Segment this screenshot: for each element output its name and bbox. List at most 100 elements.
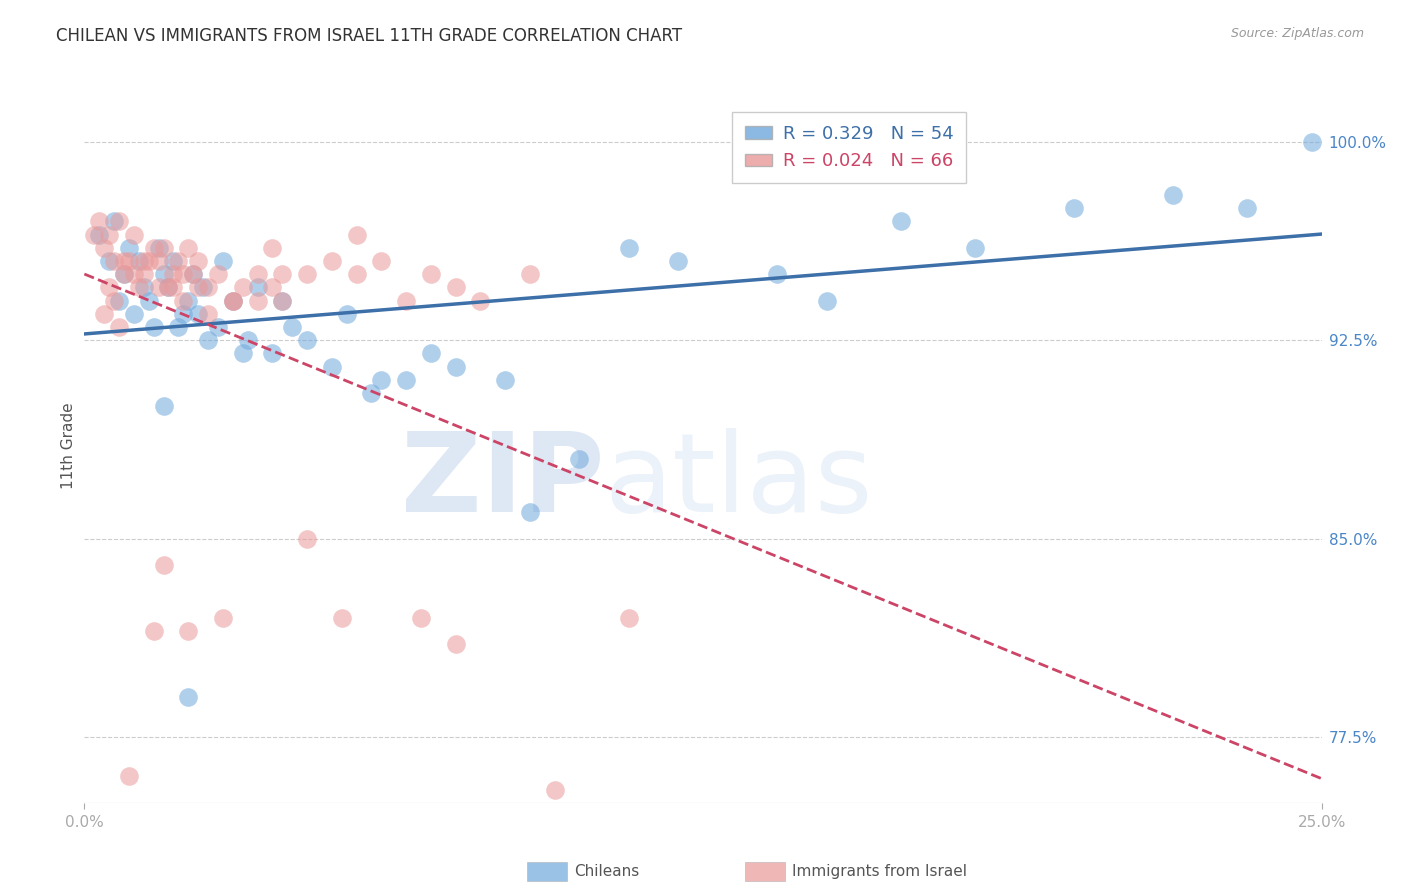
Point	[142, 241, 165, 255]
Point	[103, 214, 125, 228]
Point	[207, 320, 229, 334]
Text: atlas: atlas	[605, 428, 873, 535]
Point	[965, 241, 987, 255]
Point	[118, 769, 141, 783]
Point	[177, 690, 200, 704]
Point	[370, 254, 392, 268]
Point	[543, 782, 565, 797]
Point	[1063, 201, 1085, 215]
Point	[246, 280, 269, 294]
Point	[162, 254, 184, 268]
Point	[177, 624, 200, 638]
Point	[212, 611, 235, 625]
Point	[666, 254, 689, 268]
Point	[93, 307, 115, 321]
Point	[172, 307, 194, 321]
Point	[112, 267, 135, 281]
Point	[181, 267, 204, 281]
Point	[222, 293, 245, 308]
Point	[98, 280, 121, 294]
Point	[152, 267, 174, 281]
Point	[568, 452, 591, 467]
Point	[360, 386, 382, 401]
Point	[271, 293, 294, 308]
Point	[112, 267, 135, 281]
Point	[212, 254, 235, 268]
Point	[197, 280, 219, 294]
Point	[1236, 201, 1258, 215]
Point	[346, 267, 368, 281]
Point	[766, 267, 789, 281]
Point	[112, 254, 135, 268]
Point	[122, 267, 145, 281]
Point	[236, 333, 259, 347]
Point	[191, 280, 214, 294]
Point	[232, 346, 254, 360]
Point	[177, 241, 200, 255]
Point	[395, 293, 418, 308]
Point	[330, 611, 353, 625]
Point	[148, 254, 170, 268]
Point	[1161, 188, 1184, 202]
Point	[519, 505, 541, 519]
Point	[103, 293, 125, 308]
Point	[262, 280, 284, 294]
Point	[494, 373, 516, 387]
Point	[187, 254, 209, 268]
Point	[152, 241, 174, 255]
Point	[419, 346, 441, 360]
Point	[281, 320, 304, 334]
Point	[148, 280, 170, 294]
Point	[395, 373, 418, 387]
Point	[142, 320, 165, 334]
Point	[122, 307, 145, 321]
Point	[89, 214, 111, 228]
Point	[617, 611, 640, 625]
Point	[172, 293, 194, 308]
Point	[157, 280, 180, 294]
Point	[197, 307, 219, 321]
Point	[152, 558, 174, 572]
Text: CHILEAN VS IMMIGRANTS FROM ISRAEL 11TH GRADE CORRELATION CHART: CHILEAN VS IMMIGRANTS FROM ISRAEL 11TH G…	[56, 27, 682, 45]
Point	[617, 241, 640, 255]
Point	[152, 400, 174, 414]
Point	[519, 267, 541, 281]
Point	[262, 241, 284, 255]
Point	[222, 293, 245, 308]
Point	[167, 254, 190, 268]
Point	[444, 359, 467, 374]
Point	[148, 241, 170, 255]
Point	[172, 267, 194, 281]
Point	[444, 280, 467, 294]
Point	[162, 280, 184, 294]
Point	[108, 320, 131, 334]
Point	[83, 227, 105, 242]
Point	[232, 280, 254, 294]
Point	[246, 267, 269, 281]
Point	[890, 214, 912, 228]
Point	[132, 267, 155, 281]
Point	[419, 267, 441, 281]
Point	[98, 227, 121, 242]
Point	[444, 637, 467, 651]
Point	[207, 267, 229, 281]
Point	[128, 254, 150, 268]
Point	[167, 320, 190, 334]
Point	[93, 241, 115, 255]
Point	[142, 624, 165, 638]
Point	[370, 373, 392, 387]
Point	[321, 359, 343, 374]
Point	[187, 280, 209, 294]
Point	[108, 293, 131, 308]
Point	[470, 293, 492, 308]
Point	[271, 293, 294, 308]
Point	[89, 227, 111, 242]
Point	[815, 293, 838, 308]
Point	[122, 227, 145, 242]
Point	[1301, 135, 1323, 149]
Text: Chileans: Chileans	[574, 864, 638, 879]
Point	[295, 267, 318, 281]
Point	[187, 307, 209, 321]
Point	[346, 227, 368, 242]
Point	[262, 346, 284, 360]
